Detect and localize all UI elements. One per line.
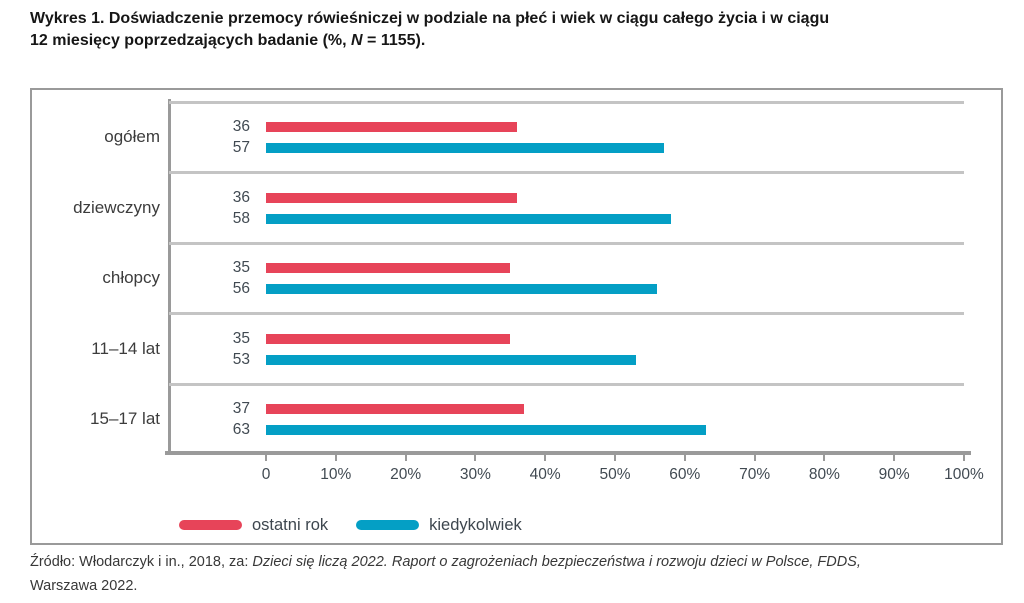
x-axis-tick <box>893 455 896 461</box>
value-label-kiedykolwiek: 57 <box>232 139 250 156</box>
x-axis-tick <box>404 455 407 461</box>
grid-top-line <box>169 100 964 104</box>
legend-label-kiedykolwiek: kiedykolwiek <box>429 515 522 534</box>
x-axis-tick-label: 90% <box>878 466 910 483</box>
x-axis-tick-label: 50% <box>599 466 631 483</box>
x-axis-tick-label: 0 <box>261 466 271 483</box>
chart-title-line2-prefix: 12 miesięcy poprzedzających badanie (%, <box>30 32 352 49</box>
plot-area: ogółem 36 57 dziewczyny 36 58 chłopcy 35 56 11–14… <box>32 90 1001 543</box>
source-line2: Warszawa 2022. <box>30 578 138 594</box>
bar-kiedykolwiek <box>266 143 664 153</box>
value-label-ostatni-rok: 37 <box>232 400 250 417</box>
row-separator <box>169 171 964 174</box>
x-axis-tick-label: 80% <box>808 466 840 483</box>
x-axis-tick-label: 10% <box>320 466 352 483</box>
row-separator <box>169 382 964 386</box>
source-note: Źródło: Włodarczyk i in., 2018, za: Dzie… <box>30 550 1015 598</box>
chart-title-line1: Wykres 1. Doświadczenie przemocy rówieśn… <box>30 10 830 27</box>
category-label: 11–14 lat <box>91 338 160 358</box>
bar-kiedykolwiek <box>266 354 636 365</box>
bar-ostatni-rok <box>266 263 511 273</box>
chart-frame: ogółem 36 57 dziewczyny 36 58 chłopcy 35 56 11–14… <box>30 88 1003 545</box>
source-prefix: Źródło: Włodarczyk i in., 2018, za: <box>30 554 253 570</box>
chart-title-line2-suffix: = 1155). <box>362 32 426 49</box>
y-axis-line <box>168 99 171 455</box>
category-label: dziewczyny <box>73 197 160 217</box>
chart-title-n-symbol: N <box>351 32 363 49</box>
category-label: ogółem <box>104 127 160 146</box>
x-axis-tick <box>474 455 477 461</box>
bar-ostatni-rok <box>266 192 518 203</box>
bar-ostatni-rok <box>266 122 518 132</box>
value-label-ostatni-rok: 35 <box>232 259 250 276</box>
x-axis-tick-label: 70% <box>739 466 771 483</box>
category-label: chłopcy <box>102 268 160 287</box>
x-axis-tick-label: 30% <box>459 466 491 483</box>
x-axis-line <box>165 451 971 455</box>
x-axis-tick-label: 40% <box>529 466 561 483</box>
value-label-kiedykolwiek: 63 <box>232 421 250 438</box>
value-label-kiedykolwiek: 58 <box>232 209 250 227</box>
value-label-ostatni-rok: 36 <box>232 118 250 135</box>
row-separator <box>169 241 964 245</box>
x-axis-tick <box>683 455 686 461</box>
value-label-ostatni-rok: 35 <box>232 329 250 347</box>
x-axis-tick <box>614 455 616 461</box>
chart-legend: ostatni rok kiedykolwiek <box>179 514 522 536</box>
bar-kiedykolwiek <box>266 213 671 224</box>
x-axis-tick <box>334 455 337 461</box>
category-label: 15–17 lat <box>90 409 160 428</box>
value-label-kiedykolwiek: 53 <box>232 350 250 368</box>
value-label-ostatni-rok: 36 <box>232 188 250 206</box>
x-axis-tick <box>963 455 965 461</box>
bar-kiedykolwiek <box>266 284 657 294</box>
x-axis-tick <box>265 455 267 461</box>
legend-label-ostatni-rok: ostatni rok <box>252 515 329 534</box>
x-axis-tick-label: 60% <box>669 466 701 483</box>
bar-ostatni-rok <box>266 333 511 344</box>
x-axis-tick <box>544 455 547 461</box>
x-axis-tick-label: 20% <box>390 466 422 483</box>
row-separator <box>169 312 964 315</box>
x-axis-tick <box>753 455 756 461</box>
legend-swatch-ostatni-rok <box>179 520 242 530</box>
x-axis-tick-label: 100% <box>944 466 984 483</box>
bar-ostatni-rok <box>266 404 525 414</box>
legend-swatch-kiedykolwiek <box>356 520 420 530</box>
value-label-kiedykolwiek: 56 <box>232 280 250 297</box>
x-axis-tick <box>823 455 826 461</box>
chart-title: Wykres 1. Doświadczenie przemocy rówieśn… <box>30 8 998 52</box>
bar-kiedykolwiek <box>266 425 706 435</box>
source-italic-title: Dzieci się liczą 2022. Raport o zagrożen… <box>252 554 861 570</box>
